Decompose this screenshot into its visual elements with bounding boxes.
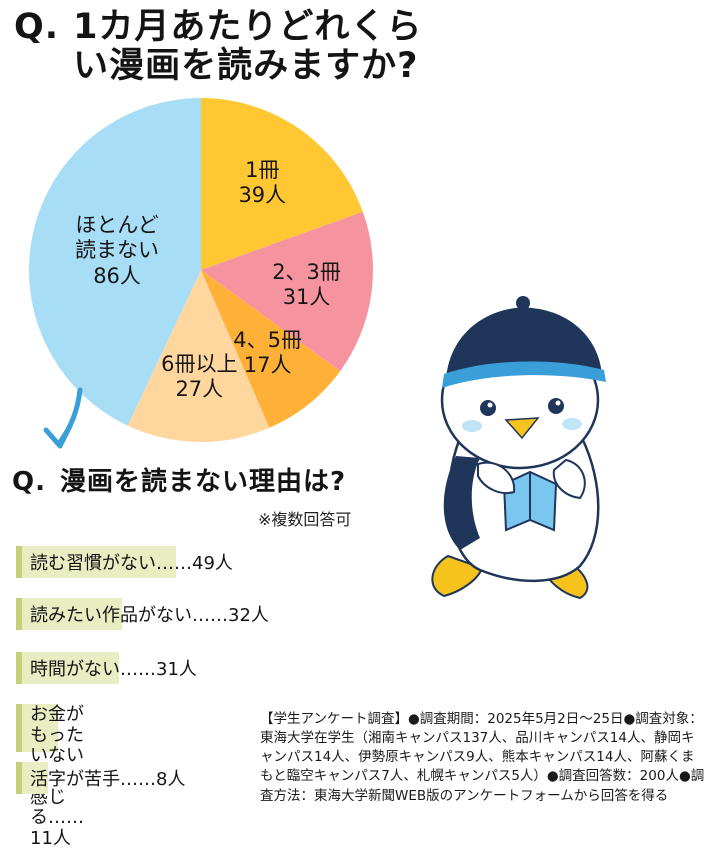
reason-bar (16, 652, 119, 684)
reason-text: 読みたい作品がない……32人 (30, 605, 269, 626)
survey-note: 【学生アンケート調査】●調査期間：2025年5月2日〜25日●調査対象：東海大学… (260, 711, 705, 804)
pie-slice (201, 98, 363, 270)
reason-bar (16, 598, 122, 630)
pie-slice-label: 4、5冊 17人 (233, 328, 303, 378)
pie-slice (29, 98, 202, 426)
pie-slice-label: 6冊以上 27人 (161, 351, 238, 401)
pie-svg (29, 98, 373, 443)
pie-slice-label: 2、3冊 31人 (272, 259, 341, 310)
reason-bar (16, 546, 176, 578)
penguin-mascot-icon (431, 296, 606, 600)
reason-bar (16, 762, 48, 794)
question-2-mark: Q. (12, 467, 46, 497)
pie-slice (127, 270, 270, 443)
pie-slice-label: 1冊 39人 (238, 157, 287, 207)
reason-text: 読む習慣がない……49人 (30, 553, 233, 574)
multiple-answer-note: ※複数回答可 (258, 510, 352, 529)
question-2-text: 漫画を読まない理由は? (59, 467, 347, 497)
pie-chart: 1冊 39人 2、3冊 31人 4、5冊 17人 6冊以上 27人 ほとんど 読まない … (0, 80, 420, 460)
pie-slice-label: ほとんど 読まない 86人 (75, 213, 160, 288)
question-1-mark: Q. (14, 7, 60, 47)
pie-slice (201, 211, 373, 372)
down-arrow-icon (43, 387, 83, 449)
question-1-title: Q. 1カ月あたりどれくらい漫画を読みますか? (14, 7, 474, 87)
reason-text: 時間がない……31人 (30, 659, 197, 680)
reason-bar (16, 704, 58, 752)
question-2-title: Q. 漫画を読まない理由は? (12, 467, 347, 497)
question-1-text: 1カ月あたりどれくらい漫画を読みますか? (73, 7, 423, 87)
pie-slice (201, 270, 341, 428)
reason-text: 活字が苦手……8人 (30, 769, 186, 790)
